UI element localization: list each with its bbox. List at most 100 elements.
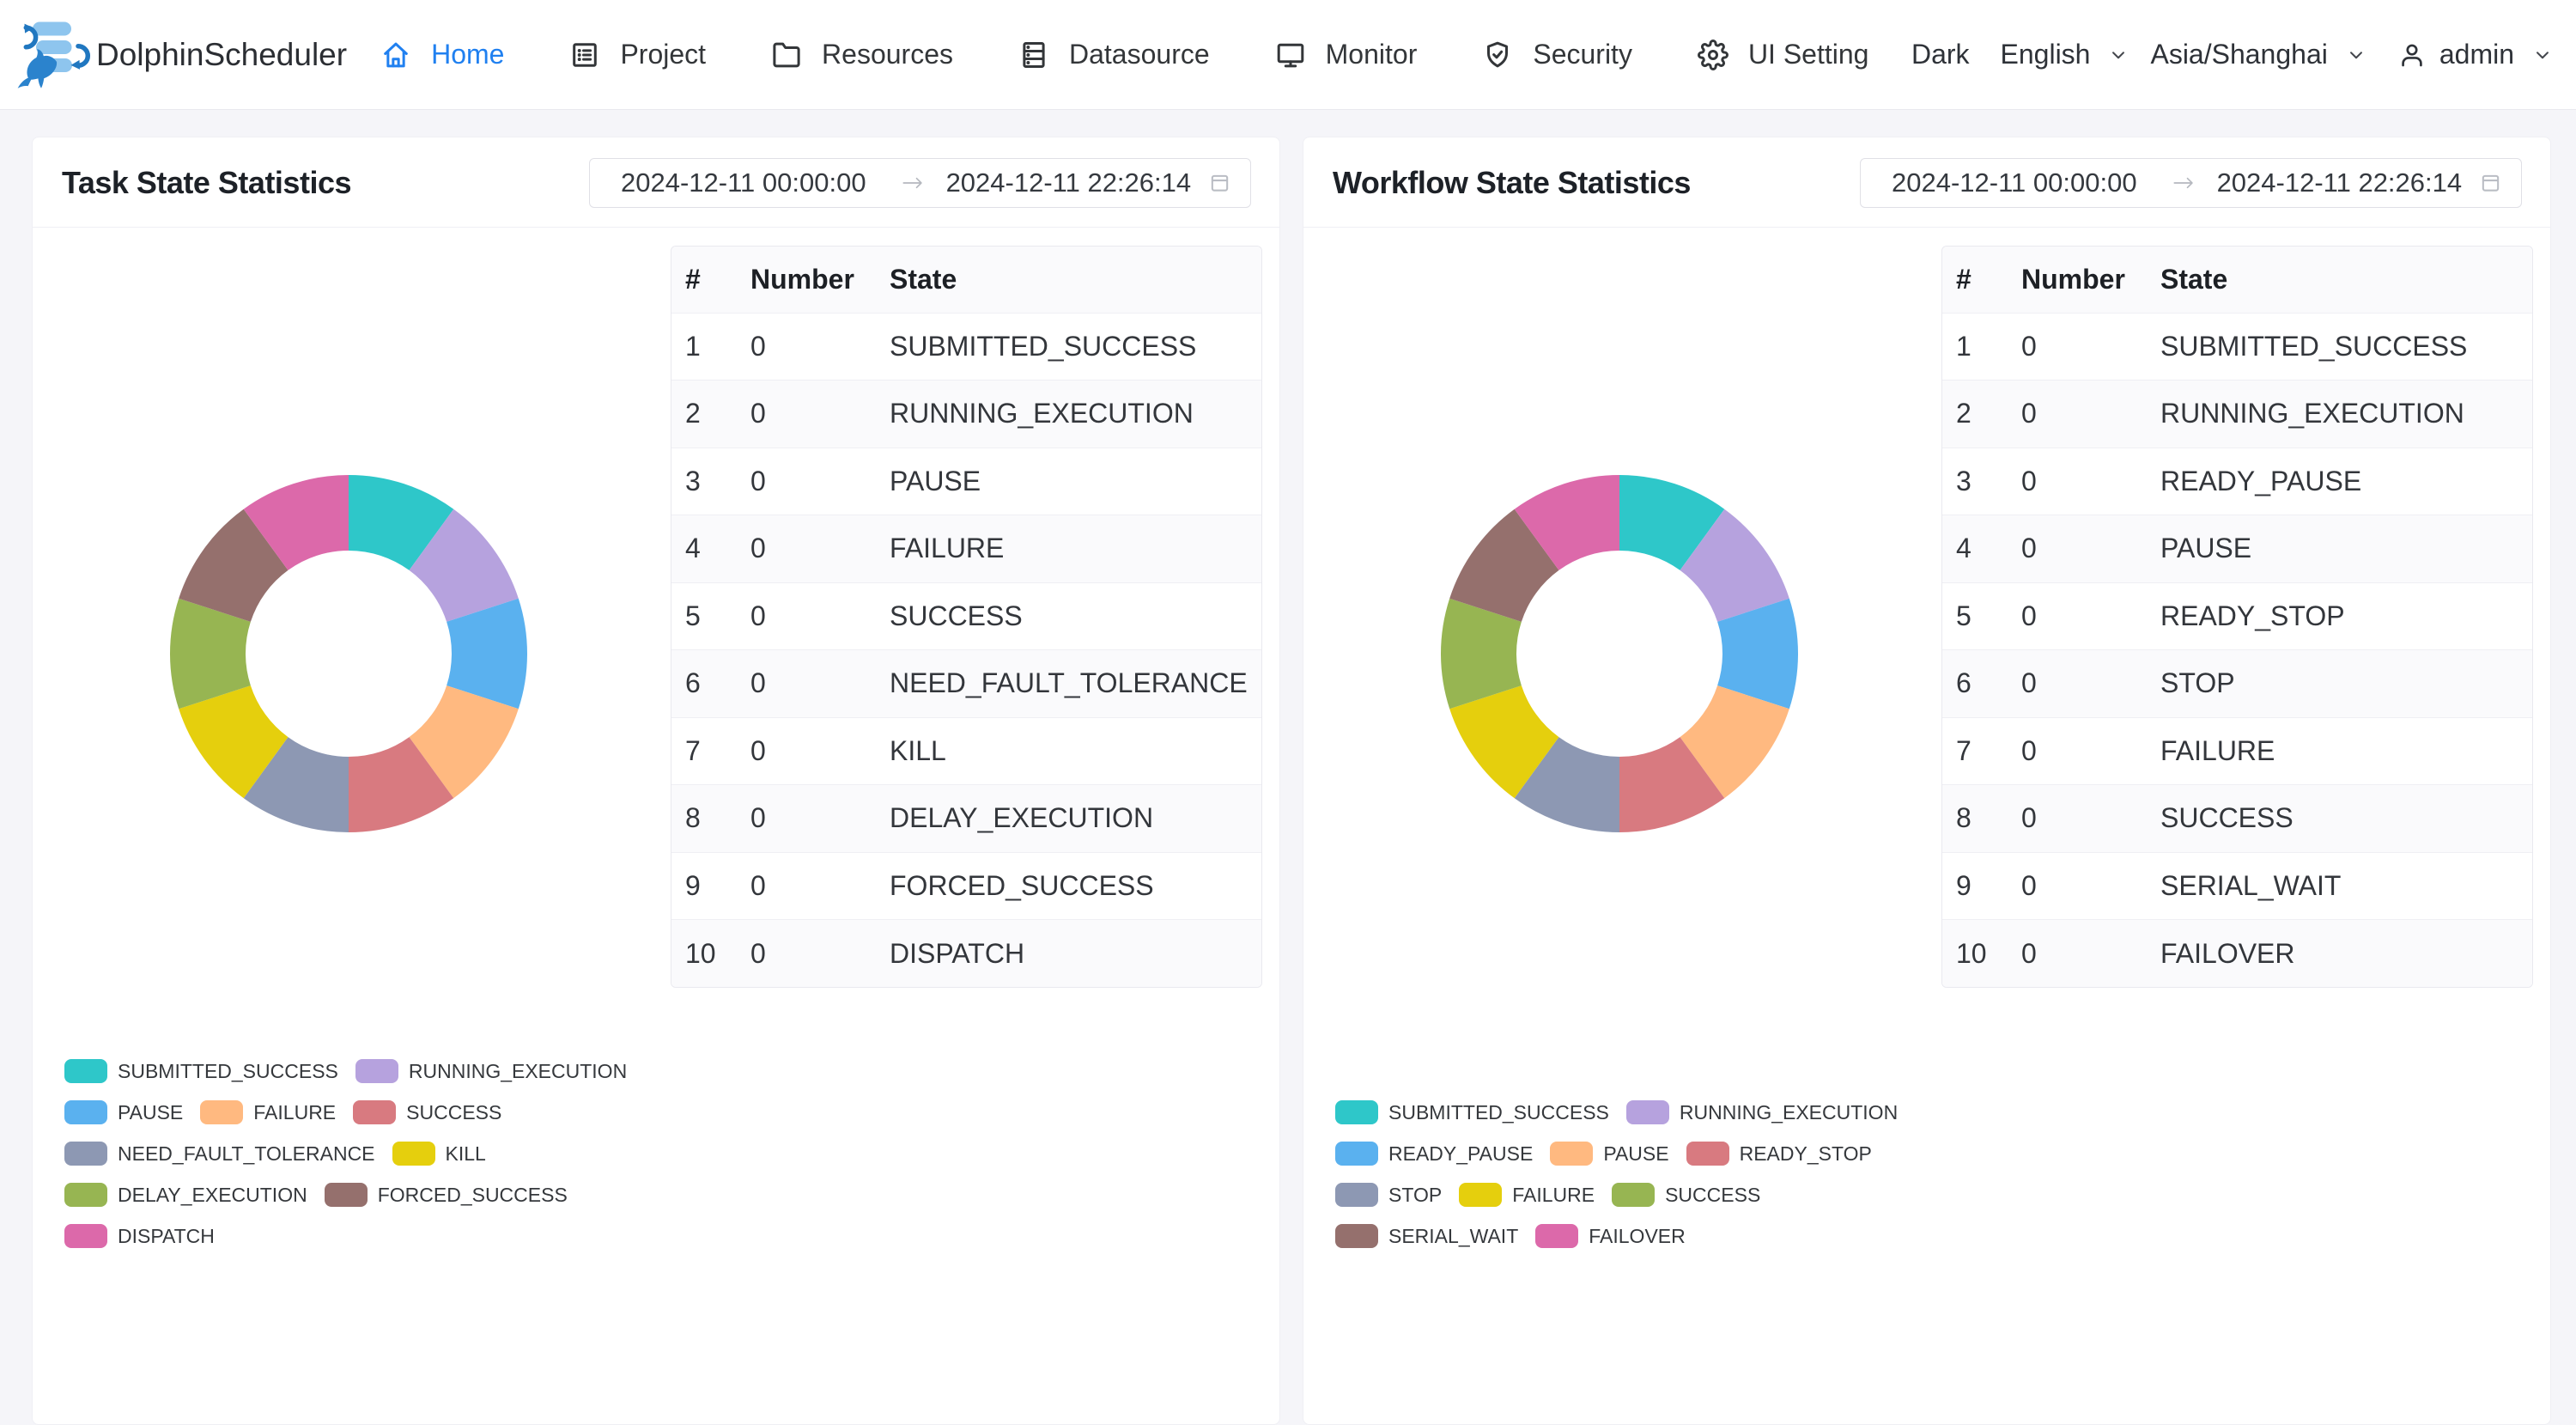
calendar-icon <box>2482 174 2500 192</box>
donut-slice-ready_stop[interactable] <box>1619 737 1725 832</box>
card-header: Workflow State Statistics 2024-12-11 00:… <box>1303 137 2550 228</box>
cell-state: DISPATCH <box>876 919 1261 987</box>
legend-item-submitted_success[interactable]: SUBMITTED_SUCCESS <box>1335 1100 1609 1124</box>
nav-label-monitor: Monitor <box>1325 39 1418 70</box>
nav-item-ui-setting[interactable]: UI Setting <box>1697 39 1868 70</box>
legend-item-ready_pause[interactable]: READY_PAUSE <box>1335 1142 1533 1166</box>
cell-number: 0 <box>737 919 876 987</box>
date-range-picker[interactable]: 2024-12-11 00:00:00 2024-12-11 22:26:14 <box>589 158 1251 208</box>
donut-slice-submitted_success[interactable] <box>1619 475 1725 570</box>
nav-item-home[interactable]: Home <box>380 39 504 70</box>
legend-item-submitted_success[interactable]: SUBMITTED_SUCCESS <box>64 1059 338 1083</box>
user-menu[interactable]: admin <box>2439 39 2514 70</box>
legend-item-failure[interactable]: FAILURE <box>200 1100 336 1124</box>
legend-swatch <box>1535 1224 1579 1248</box>
legend-item-ready_stop[interactable]: READY_STOP <box>1686 1142 1872 1166</box>
date-end-input[interactable]: 2024-12-11 22:26:14 <box>945 167 1192 198</box>
language-select[interactable]: English <box>2000 39 2091 70</box>
legend-item-running_execution[interactable]: RUNNING_EXECUTION <box>1625 1100 1898 1124</box>
legend-item-pause[interactable]: PAUSE <box>1550 1142 1669 1166</box>
table-row: 8 0 DELAY_EXECUTION <box>671 784 1261 852</box>
legend-item-success[interactable]: SUCCESS <box>1612 1183 1760 1207</box>
cell-number: 0 <box>750 869 766 901</box>
workflow-state-table: # Number State 1 0 SUBMITTED_SUCCESS 2 0 RUNN… <box>1941 246 2533 988</box>
table-row: 1 0 SUBMITTED_SUCCESS <box>1942 313 2532 381</box>
donut-slice-forced_success[interactable] <box>179 508 289 622</box>
legend-item-failure[interactable]: FAILURE <box>1459 1183 1595 1207</box>
cell-number: 0 <box>737 649 876 717</box>
chevron-down-icon[interactable] <box>2531 44 2554 66</box>
donut-slice-stop[interactable] <box>1514 737 1619 832</box>
donut-slice-running_execution[interactable] <box>409 508 519 622</box>
date-range-picker[interactable]: 2024-12-11 00:00:00 2024-12-11 22:26:14 <box>1860 158 2522 208</box>
donut-slice-pause[interactable] <box>1680 685 1789 799</box>
donut-slice-success[interactable] <box>1441 598 1522 709</box>
donut-slice-failure[interactable] <box>1449 685 1559 799</box>
calendar-icon <box>1211 174 1229 192</box>
donut-slice-ready_pause[interactable] <box>1717 598 1798 709</box>
donut-slice-need_fault_tolerance[interactable] <box>243 737 349 832</box>
legend-swatch <box>64 1059 107 1083</box>
nav-item-security[interactable]: Security <box>1482 39 1632 70</box>
table-row: 3 0 PAUSE <box>671 448 1261 515</box>
nav-item-monitor[interactable]: Monitor <box>1275 39 1418 70</box>
cell-number: 0 <box>2008 515 2147 582</box>
chevron-down-icon[interactable] <box>2345 44 2367 66</box>
donut-slice-kill[interactable] <box>179 685 289 799</box>
cell-index: 9 <box>685 869 701 901</box>
cell-index: 1 <box>1956 330 1971 362</box>
legend-item-running_execution[interactable]: RUNNING_EXECUTION <box>355 1059 627 1083</box>
theme-toggle[interactable]: Dark <box>1911 39 1970 70</box>
date-end-input[interactable]: 2024-12-11 22:26:14 <box>2216 167 2463 198</box>
legend-item-kill[interactable]: KILL <box>392 1142 486 1166</box>
legend-row: PAUSE FAILURE SUCCESS <box>64 1100 627 1124</box>
date-start-input[interactable]: 2024-12-11 00:00:00 <box>621 167 866 198</box>
chevron-down-icon[interactable] <box>2107 44 2129 66</box>
nav-label-security: Security <box>1533 39 1632 70</box>
donut-slice-failure[interactable] <box>409 685 519 799</box>
nav-right-cluster: Dark English Asia/Shanghai admin <box>1911 39 2554 70</box>
table-row: 7 0 FAILURE <box>1942 717 2532 785</box>
cell-number: 0 <box>737 784 876 852</box>
legend-item-pause[interactable]: PAUSE <box>64 1100 183 1124</box>
donut-slice-success[interactable] <box>349 737 454 832</box>
cell-state: PAUSE <box>2147 515 2532 582</box>
table-row: 6 0 NEED_FAULT_TOLERANCE <box>671 649 1261 717</box>
donut-slice-dispatch[interactable] <box>243 475 349 570</box>
cell-state: SUBMITTED_SUCCESS <box>2160 330 2468 362</box>
col-header-number: Number <box>2008 247 2147 313</box>
cell-state: STOP <box>2147 649 2532 717</box>
cell-state: READY_PAUSE <box>2160 465 2362 496</box>
donut-slice-serial_wait[interactable] <box>1449 508 1559 622</box>
donut-slice-submitted_success[interactable] <box>349 475 454 570</box>
legend-swatch <box>353 1100 397 1124</box>
col-header-number: Number <box>737 247 876 313</box>
nav-item-datasource[interactable]: Datasource <box>1018 39 1210 70</box>
donut-slice-delay_execution[interactable] <box>170 598 251 709</box>
brand[interactable]: DolphinScheduler <box>14 21 347 89</box>
workflow-state-donut-chart[interactable] <box>1441 475 1798 832</box>
legend-item-failover[interactable]: FAILOVER <box>1535 1224 1686 1248</box>
donut-slice-failover[interactable] <box>1514 475 1619 570</box>
workflow-chart-legend: SUBMITTED_SUCCESS RUNNING_EXECUTION READY_… <box>1335 1100 1898 1248</box>
cell-index: 10 <box>671 919 737 987</box>
table-row: 2 0 RUNNING_EXECUTION <box>1942 380 2532 448</box>
table-row: 6 0 STOP <box>1942 649 2532 717</box>
legend-item-stop[interactable]: STOP <box>1335 1183 1442 1207</box>
donut-slice-pause[interactable] <box>447 598 527 709</box>
nav-item-project[interactable]: Project <box>569 39 706 70</box>
legend-label: STOP <box>1388 1184 1443 1206</box>
legend-item-need_fault_tolerance[interactable]: NEED_FAULT_TOLERANCE <box>64 1142 375 1166</box>
donut-slice-running_execution[interactable] <box>1680 508 1789 622</box>
timezone-select[interactable]: Asia/Shanghai <box>2150 39 2328 70</box>
legend-item-forced_success[interactable]: FORCED_SUCCESS <box>324 1183 568 1207</box>
legend-item-serial_wait[interactable]: SERIAL_WAIT <box>1335 1224 1518 1248</box>
nav-item-resources[interactable]: Resources <box>771 39 953 70</box>
legend-item-delay_execution[interactable]: DELAY_EXECUTION <box>64 1183 307 1207</box>
legend-item-dispatch[interactable]: DISPATCH <box>64 1224 215 1248</box>
date-start-input[interactable]: 2024-12-11 00:00:00 <box>1892 167 2137 198</box>
cell-number: 0 <box>2021 330 2037 362</box>
legend-item-success[interactable]: SUCCESS <box>353 1100 501 1124</box>
task-state-donut-chart[interactable] <box>170 475 527 832</box>
cell-number: 0 <box>750 330 766 362</box>
